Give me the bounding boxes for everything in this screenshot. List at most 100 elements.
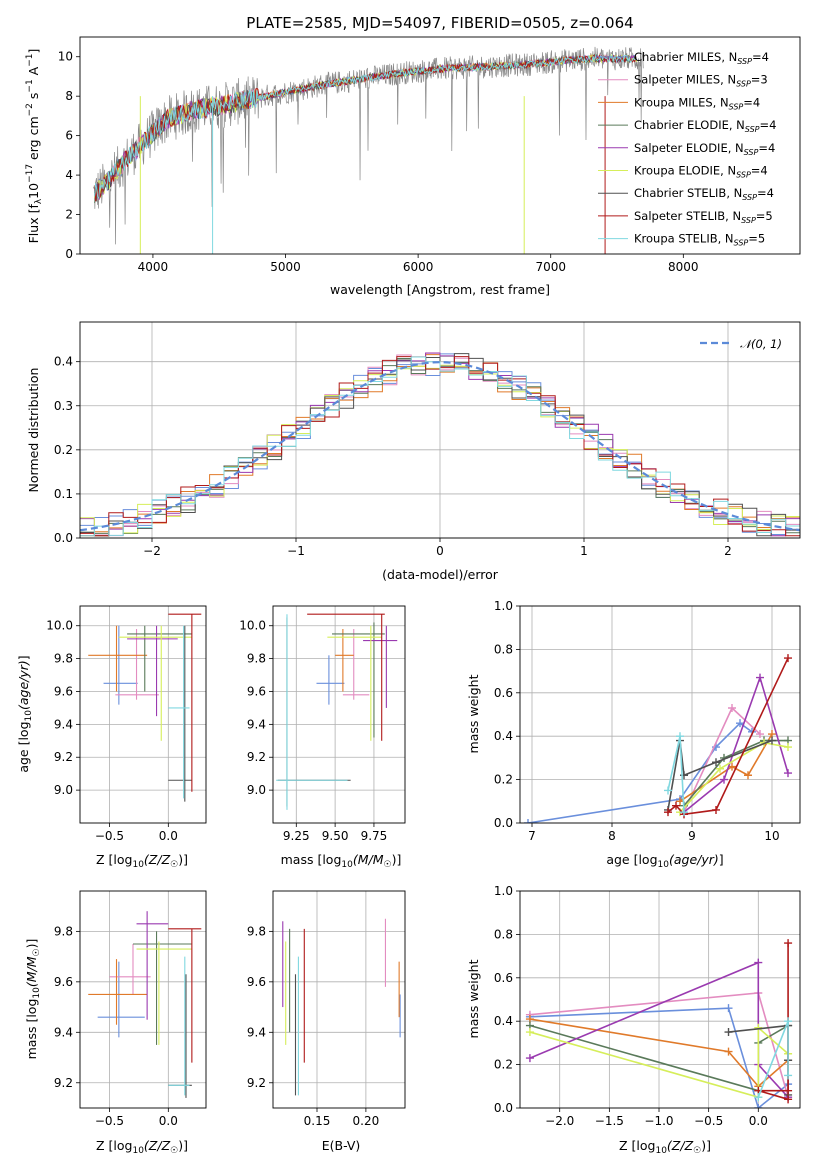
weight-line <box>529 1018 789 1088</box>
x-tick-label: −0.5 <box>95 1114 124 1128</box>
y-tick-label: 9.6 <box>247 684 266 698</box>
legend-label: Chabrier ELODIE, NSSP=4 <box>634 118 776 134</box>
x-tick-label: 1 <box>580 544 588 558</box>
x-tick-label: −2.0 <box>545 1114 574 1128</box>
x-tick-label: −1.0 <box>644 1114 673 1128</box>
y-tick-label: 1.0 <box>494 884 513 898</box>
errorbar-points <box>282 918 401 1096</box>
model-spectrum <box>94 54 638 199</box>
figure-title: PLATE=2585, MJD=54097, FIBERID=0505, z=0… <box>246 14 633 32</box>
weight-point-marker <box>720 775 728 784</box>
panel-2-axes: −0.5 0.0 9.0 9.2 9.4 9.6 9.8 10.0 <box>46 606 206 843</box>
y-tick-label: 9.2 <box>247 750 266 764</box>
weight-point-marker <box>724 1047 733 1056</box>
legend-label: Salpeter STELIB, NSSP=5 <box>634 209 773 225</box>
spectrum-lines <box>92 46 644 254</box>
weight-point-marker <box>736 719 744 728</box>
weight-line <box>529 961 789 1098</box>
y-tick-label: 0.8 <box>494 642 513 656</box>
errorbar-points <box>276 613 398 810</box>
y-tick-label: 9.2 <box>54 750 73 764</box>
x-tick-label: −1 <box>287 544 305 558</box>
model-spectrum <box>94 54 638 200</box>
weight-point-marker <box>784 1017 793 1026</box>
weight-point-marker <box>784 654 792 663</box>
weight-point-marker <box>680 808 688 817</box>
weight-point-marker <box>784 1086 793 1095</box>
weight-age-xlabel: age [log10(age/yr)] <box>606 852 723 870</box>
y-tick-label: 0.0 <box>494 816 513 830</box>
y-tick-label: 2 <box>65 208 73 222</box>
weight-point-marker <box>784 743 792 752</box>
y-tick-label: 9.4 <box>247 1025 266 1039</box>
y-tick-label: 9.4 <box>54 717 73 731</box>
y-tick-label: 9.0 <box>54 783 73 797</box>
x-tick-label: 8000 <box>668 260 699 274</box>
x-tick-label: 9.75 <box>361 829 388 843</box>
weight-line <box>683 675 789 813</box>
mass-ebv-xlabel: E(B-V) <box>322 1138 361 1153</box>
panel-3-frame <box>272 605 406 824</box>
weight-line <box>529 1025 789 1099</box>
y-tick-label: 9.8 <box>247 652 266 666</box>
y-tick-label: 9.6 <box>247 975 266 989</box>
legend-label: Kroupa ELODIE, NSSP=4 <box>634 164 768 180</box>
x-tick-label: 0 <box>436 544 444 558</box>
weight-point-marker <box>716 764 724 773</box>
x-tick-label: 2 <box>724 544 732 558</box>
x-tick-label: 5000 <box>270 260 301 274</box>
histogram-steps <box>80 352 800 538</box>
x-tick-label: 0.20 <box>353 1114 380 1128</box>
weight-point-marker <box>784 939 793 948</box>
weight-line <box>529 1007 789 1108</box>
weight-point-marker <box>712 758 720 767</box>
weight-point-marker <box>754 958 763 967</box>
histogram-xlabel: (data-model)/error <box>382 567 499 582</box>
y-tick-label: 1.0 <box>494 599 513 613</box>
weight-point-marker <box>712 805 720 814</box>
y-tick-label: 9.4 <box>247 717 266 731</box>
panel-3-axes: 9.25 9.50 9.75 9.0 9.2 9.4 9.6 9.8 10.0 <box>239 606 405 843</box>
y-tick-label: 6 <box>65 129 73 143</box>
weight-point-marker <box>525 1054 534 1063</box>
spectrum-ylabel: Flux [fλ10−17 erg cm−2 s−1 A−1] <box>25 49 44 244</box>
x-tick-label: −0.5 <box>95 829 124 843</box>
y-tick-label: 10 <box>58 50 73 64</box>
mass-weight-series <box>525 939 793 1108</box>
y-tick-label: 0.0 <box>494 1101 513 1115</box>
legend-label: Kroupa MILES, NSSP=4 <box>634 95 760 111</box>
panel-7-frame <box>519 890 801 1109</box>
normal-reference-curve <box>80 361 800 532</box>
y-tick-label: 0 <box>65 247 73 261</box>
x-tick-label: 9.50 <box>322 829 349 843</box>
x-tick-label: 0.0 <box>749 1114 768 1128</box>
legend-label: Kroupa STELIB, NSSP=5 <box>634 232 765 248</box>
mass-z-xlabel: Z [log10(Z/Z☉)] <box>96 1138 188 1156</box>
age-z-xlabel: Z [log10(Z/Z☉)] <box>96 852 188 870</box>
y-tick-label: 10.0 <box>46 619 73 633</box>
y-tick-label: 0.4 <box>494 1014 513 1028</box>
weight-point-marker <box>754 1104 763 1108</box>
y-tick-label: 8 <box>65 89 73 103</box>
weight-line <box>758 943 789 1101</box>
legend: Chabrier MILES, NSSP=4 Salpeter MILES, NS… <box>598 50 776 248</box>
mass-z-ylabel: mass [log10(M/M☉)] <box>24 939 42 1060</box>
y-tick-label: 0.3 <box>54 399 73 413</box>
y-tick-label: 9.2 <box>247 1076 266 1090</box>
x-tick-label: 4000 <box>138 260 169 274</box>
x-tick-label: 6000 <box>403 260 434 274</box>
x-tick-label: −2 <box>143 544 161 558</box>
y-tick-label: 9.8 <box>54 924 73 938</box>
legend-label: 𝒩(0, 1) <box>740 337 782 351</box>
y-tick-label: 9.6 <box>54 684 73 698</box>
y-tick-label: 9.0 <box>247 783 266 797</box>
panel-5-frame <box>79 890 207 1109</box>
weight-point-marker <box>756 673 764 682</box>
y-tick-label: 9.6 <box>54 975 73 989</box>
weight-point-marker <box>724 1028 733 1037</box>
y-tick-label: 0.8 <box>494 927 513 941</box>
x-tick-label: −1.5 <box>595 1114 624 1128</box>
weight-z-ylabel: mass weight <box>466 959 481 1038</box>
weight-point-marker <box>754 1093 763 1102</box>
mass-weight-series <box>524 654 792 823</box>
